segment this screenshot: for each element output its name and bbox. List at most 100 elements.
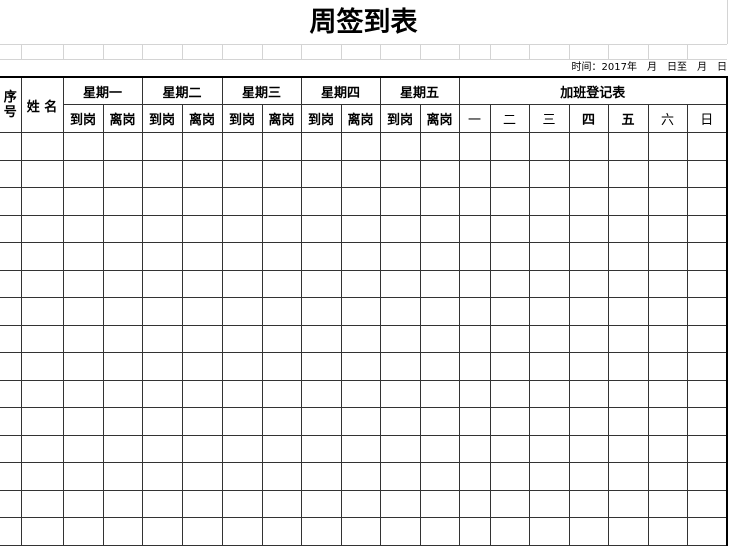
table-cell[interactable] (62, 462, 104, 491)
table-cell[interactable] (102, 214, 143, 243)
table-cell[interactable] (568, 462, 609, 491)
table-cell[interactable] (686, 242, 728, 271)
table-cell[interactable] (607, 352, 649, 381)
table-cell[interactable] (141, 407, 183, 436)
table-cell[interactable] (221, 269, 263, 298)
table-cell[interactable] (528, 187, 570, 216)
table-cell[interactable] (181, 132, 223, 161)
table-cell[interactable] (0, 517, 22, 546)
table-cell[interactable] (102, 324, 143, 353)
table-cell[interactable] (261, 379, 302, 408)
table-cell[interactable] (0, 297, 22, 326)
table-cell[interactable] (489, 132, 530, 161)
table-cell[interactable] (141, 297, 183, 326)
table-cell[interactable] (568, 269, 609, 298)
table-cell[interactable] (0, 434, 22, 463)
table-cell[interactable] (0, 324, 22, 353)
table-cell[interactable] (528, 462, 570, 491)
table-cell[interactable] (141, 132, 183, 161)
table-cell[interactable] (141, 269, 183, 298)
table-cell[interactable] (62, 324, 104, 353)
table-cell[interactable] (221, 517, 263, 546)
table-cell[interactable] (62, 132, 104, 161)
table-cell[interactable] (607, 489, 649, 518)
table-cell[interactable] (686, 269, 728, 298)
table-cell[interactable] (647, 379, 688, 408)
table-cell[interactable] (300, 352, 342, 381)
table-cell[interactable] (458, 159, 491, 188)
table-cell[interactable] (528, 434, 570, 463)
table-cell[interactable] (221, 434, 263, 463)
table-cell[interactable] (419, 214, 460, 243)
table-cell[interactable] (607, 434, 649, 463)
table-cell[interactable] (0, 242, 22, 271)
table-cell[interactable] (141, 214, 183, 243)
table-cell[interactable] (686, 352, 728, 381)
table-cell[interactable] (379, 214, 421, 243)
table-cell[interactable] (489, 379, 530, 408)
table-cell[interactable] (181, 159, 223, 188)
table-cell[interactable] (141, 159, 183, 188)
table-cell[interactable] (419, 407, 460, 436)
table-cell[interactable] (647, 407, 688, 436)
table-cell[interactable] (379, 462, 421, 491)
table-cell[interactable] (340, 462, 381, 491)
table-cell[interactable] (261, 297, 302, 326)
table-cell[interactable] (141, 462, 183, 491)
table-cell[interactable] (379, 379, 421, 408)
table-cell[interactable] (0, 379, 22, 408)
table-cell[interactable] (300, 297, 342, 326)
table-cell[interactable] (20, 352, 64, 381)
table-cell[interactable] (489, 434, 530, 463)
table-cell[interactable] (20, 214, 64, 243)
table-cell[interactable] (221, 324, 263, 353)
table-cell[interactable] (181, 297, 223, 326)
table-cell[interactable] (489, 324, 530, 353)
table-cell[interactable] (568, 352, 609, 381)
table-cell[interactable] (221, 352, 263, 381)
table-cell[interactable] (528, 132, 570, 161)
table-cell[interactable] (489, 489, 530, 518)
table-cell[interactable] (181, 214, 223, 243)
table-cell[interactable] (20, 324, 64, 353)
table-cell[interactable] (489, 297, 530, 326)
table-cell[interactable] (647, 352, 688, 381)
table-cell[interactable] (62, 352, 104, 381)
table-cell[interactable] (62, 187, 104, 216)
table-cell[interactable] (221, 407, 263, 436)
table-cell[interactable] (647, 269, 688, 298)
table-cell[interactable] (20, 462, 64, 491)
table-cell[interactable] (62, 269, 104, 298)
table-cell[interactable] (647, 132, 688, 161)
table-cell[interactable] (528, 324, 570, 353)
table-cell[interactable] (221, 132, 263, 161)
table-cell[interactable] (62, 297, 104, 326)
table-cell[interactable] (528, 407, 570, 436)
table-cell[interactable] (141, 434, 183, 463)
table-cell[interactable] (0, 159, 22, 188)
table-cell[interactable] (300, 214, 342, 243)
table-cell[interactable] (379, 297, 421, 326)
table-cell[interactable] (221, 242, 263, 271)
table-cell[interactable] (647, 434, 688, 463)
table-cell[interactable] (62, 434, 104, 463)
table-cell[interactable] (419, 462, 460, 491)
table-cell[interactable] (647, 462, 688, 491)
table-cell[interactable] (340, 297, 381, 326)
table-cell[interactable] (20, 379, 64, 408)
table-cell[interactable] (528, 159, 570, 188)
table-cell[interactable] (458, 517, 491, 546)
table-cell[interactable] (62, 489, 104, 518)
table-cell[interactable] (340, 517, 381, 546)
table-cell[interactable] (607, 407, 649, 436)
table-cell[interactable] (141, 379, 183, 408)
table-cell[interactable] (686, 407, 728, 436)
table-cell[interactable] (528, 269, 570, 298)
table-cell[interactable] (607, 242, 649, 271)
table-cell[interactable] (102, 297, 143, 326)
table-cell[interactable] (419, 517, 460, 546)
table-cell[interactable] (607, 462, 649, 491)
table-cell[interactable] (261, 489, 302, 518)
table-cell[interactable] (419, 159, 460, 188)
table-cell[interactable] (221, 489, 263, 518)
